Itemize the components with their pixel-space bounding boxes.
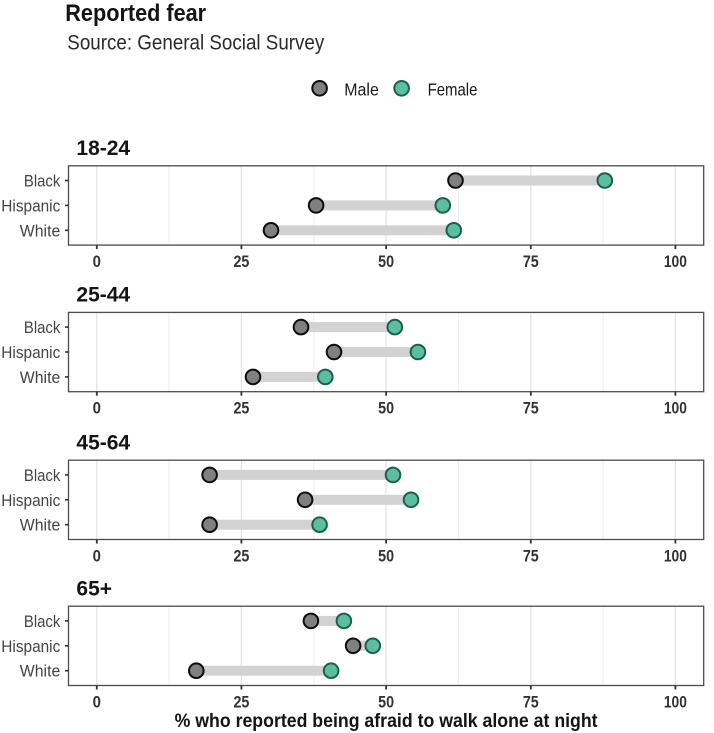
svg-text:Source: General Social Survey: Source: General Social Survey [67, 31, 325, 54]
svg-text:0: 0 [93, 399, 101, 418]
svg-text:65+: 65+ [76, 578, 112, 601]
svg-text:% who reported being afraid to: % who reported being afraid to walk alon… [175, 710, 598, 732]
svg-text:Male: Male [344, 79, 379, 99]
svg-text:25: 25 [233, 692, 249, 711]
svg-text:75: 75 [523, 692, 539, 711]
svg-text:Reported fear: Reported fear [65, 0, 206, 27]
svg-text:0: 0 [93, 252, 101, 271]
svg-text:Female: Female [428, 79, 478, 99]
svg-text:100: 100 [664, 692, 687, 711]
svg-text:White: White [20, 369, 61, 387]
svg-text:25: 25 [233, 399, 249, 418]
svg-text:25: 25 [233, 546, 249, 565]
svg-text:White: White [20, 222, 61, 240]
svg-text:Black: Black [24, 467, 61, 485]
svg-text:75: 75 [523, 399, 539, 418]
svg-text:100: 100 [664, 399, 687, 418]
svg-text:100: 100 [664, 546, 687, 565]
svg-text:75: 75 [523, 546, 539, 565]
svg-text:White: White [20, 517, 61, 535]
svg-text:White: White [20, 663, 61, 681]
svg-text:50: 50 [378, 252, 394, 271]
svg-text:45-64: 45-64 [76, 432, 130, 455]
svg-text:Hispanic: Hispanic [1, 638, 60, 656]
svg-text:75: 75 [523, 252, 539, 271]
svg-text:Black: Black [24, 613, 61, 631]
svg-text:50: 50 [378, 399, 394, 418]
svg-text:Black: Black [24, 319, 61, 337]
svg-text:100: 100 [664, 252, 687, 271]
svg-text:50: 50 [378, 692, 394, 711]
svg-text:Black: Black [24, 173, 61, 191]
svg-text:0: 0 [93, 692, 101, 711]
svg-text:Hispanic: Hispanic [1, 344, 60, 362]
svg-text:18-24: 18-24 [76, 137, 130, 160]
svg-text:Hispanic: Hispanic [1, 492, 60, 510]
svg-text:0: 0 [93, 546, 101, 565]
svg-text:Hispanic: Hispanic [1, 197, 60, 215]
svg-text:25-44: 25-44 [76, 284, 130, 307]
svg-text:25: 25 [233, 252, 249, 271]
svg-text:50: 50 [378, 546, 394, 565]
